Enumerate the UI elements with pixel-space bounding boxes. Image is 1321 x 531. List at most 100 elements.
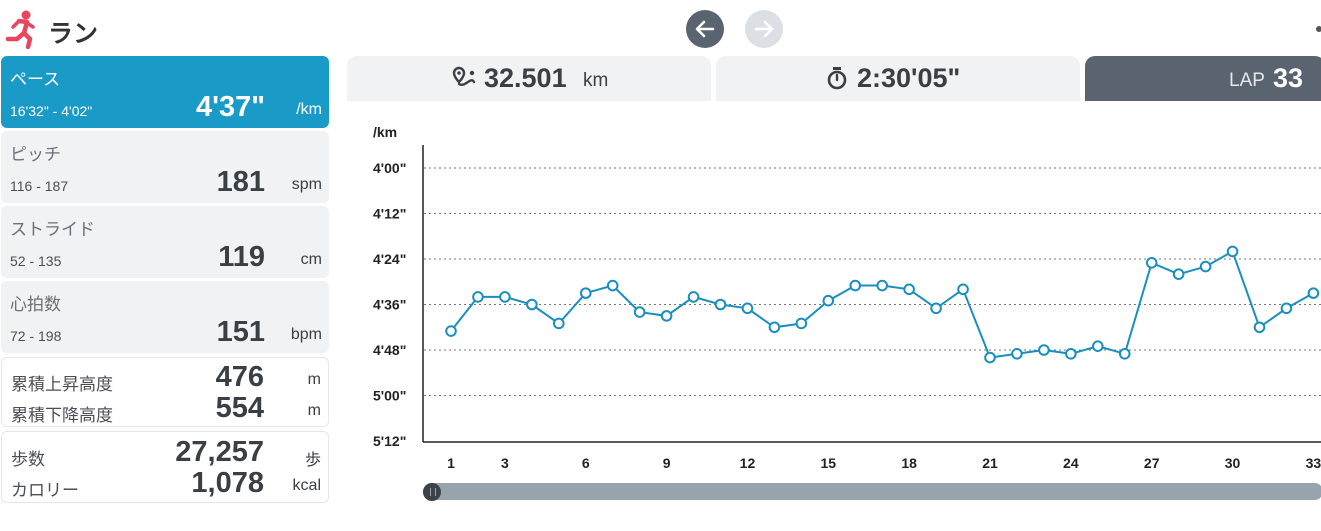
data-point [876,279,889,292]
data-point [445,325,457,337]
metric-unit: bpm [290,326,322,343]
tab-distance[interactable]: 32.501 km [347,56,711,101]
data-point [1199,260,1212,273]
metric-card-pitch[interactable]: ピッチ 116 - 187 181 spm [1,131,329,203]
data-point [687,291,700,303]
data-point [849,279,862,292]
metric-range: 16'32" - 4'02" [10,103,93,119]
y-tick-label: 5'00" [373,388,406,404]
steps-calories-card: 歩数 27,257 歩 カロリー 1,078 kcal [1,431,329,503]
distance-unit: km [583,70,609,91]
x-tick-label: 12 [740,455,756,471]
metric-value: 181 [216,166,265,198]
metric-label: ピッチ [10,145,61,164]
metric-value: 4'37" [195,91,265,123]
arrow-right-icon [754,20,774,38]
x-tick-label: 18 [901,455,917,471]
time-value: 2:30'05" [857,63,961,93]
pace-chart: /km 4'00" 4'12" 4'24" 4'36" 4'48" 5'00" 5'12" 1 3… [373,124,1321,471]
data-point [1307,287,1320,299]
data-point [1172,268,1185,280]
ascent-unit: m [307,371,321,388]
data-point [633,306,646,318]
data-point [1038,344,1050,356]
metric-value: 119 [218,241,265,273]
more-indicator [1316,26,1321,32]
data-point [768,321,781,334]
calories-label: カロリー [11,481,79,500]
data-point [660,310,673,322]
y-tick-label: 5'12" [373,433,406,449]
steps-row: 歩数 27,257 歩 [2,436,328,469]
data-point [984,351,996,364]
x-tick-label: 1 [447,455,455,471]
steps-label: 歩数 [11,450,45,469]
metric-label: ストライド [10,220,95,239]
steps-unit: 歩 [304,452,321,469]
x-tick-label: 33 [1306,455,1321,471]
metric-card-pace[interactable]: ペース 16'32" - 4'02" 4'37" /km [1,56,329,128]
data-point [606,279,619,292]
metric-unit: spm [291,176,322,193]
metric-card-heart-rate[interactable]: 心拍数 72 - 198 151 bpm [1,281,329,353]
calories-unit: kcal [292,477,321,494]
y-tick-label: 4'36" [373,297,406,313]
y-tick-label: 4'24" [373,251,406,267]
y-tick-label: 4'00" [373,160,406,176]
lap-value: 33 [1273,63,1304,93]
x-tick-label: 24 [1063,455,1079,471]
data-point [472,291,484,303]
arrow-left-icon [695,20,715,38]
next-button[interactable] [745,10,783,48]
x-tick-label: 6 [582,455,590,471]
x-tick-label: 21 [982,455,998,471]
descent-unit: m [307,402,321,419]
metric-label: 心拍数 [10,295,61,314]
x-tick-label: 30 [1225,455,1241,471]
metric-label: ペース [10,70,61,89]
data-point [903,283,915,296]
stopwatch-icon [827,67,847,90]
ascent-label: 累積上昇高度 [11,375,113,394]
descent-value: 554 [215,392,264,424]
x-tick-label: 3 [501,455,509,471]
data-point [741,302,754,315]
metric-unit: cm [300,251,322,268]
ascent-row: 累積上昇高度 476 m [2,361,328,394]
chart-range-slider[interactable] [423,483,1321,500]
data-point [822,294,835,307]
steps-value: 27,257 [175,436,264,468]
page-title: ラン [48,20,99,48]
y-tick-label: 4'12" [373,206,406,222]
y-tick-label: 4'48" [373,342,406,358]
metric-range: 72 - 198 [10,328,62,344]
data-point [1011,347,1023,360]
data-point [714,298,727,311]
metric-unit: /km [296,101,322,118]
descent-row: 累積下降高度 554 m [2,392,328,425]
pace-chart-area: /km 4'00" 4'12" 4'24" 4'36" 4'48" 5'00" 5'12" 1 3… [347,101,1321,531]
app-header: ラン [0,0,340,56]
metric-value: 151 [216,316,265,348]
data-point [526,298,538,311]
lap-label: LAP [1229,70,1265,91]
calories-row: カロリー 1,078 kcal [2,467,328,500]
slider-handle[interactable] [423,483,441,501]
data-point [957,283,969,296]
descent-label: 累積下降高度 [11,406,113,425]
route-pin-icon [452,66,476,87]
data-point [1065,347,1077,360]
calories-value: 1,078 [191,467,264,499]
previous-button[interactable] [686,10,724,48]
x-tick-label: 27 [1144,455,1160,471]
elevation-card: 累積上昇高度 476 m 累積下降高度 554 m [1,357,329,427]
data-point [1253,321,1266,334]
tab-time[interactable]: 2:30'05" [716,56,1080,101]
metric-card-stride[interactable]: ストライド 52 - 135 119 cm [1,206,329,278]
data-point [499,291,511,303]
data-point [1280,302,1293,315]
x-tick-label: 9 [663,455,671,471]
tab-lap[interactable]: LAP 33 [1085,56,1321,101]
data-point [930,302,942,315]
data-point [795,317,808,330]
